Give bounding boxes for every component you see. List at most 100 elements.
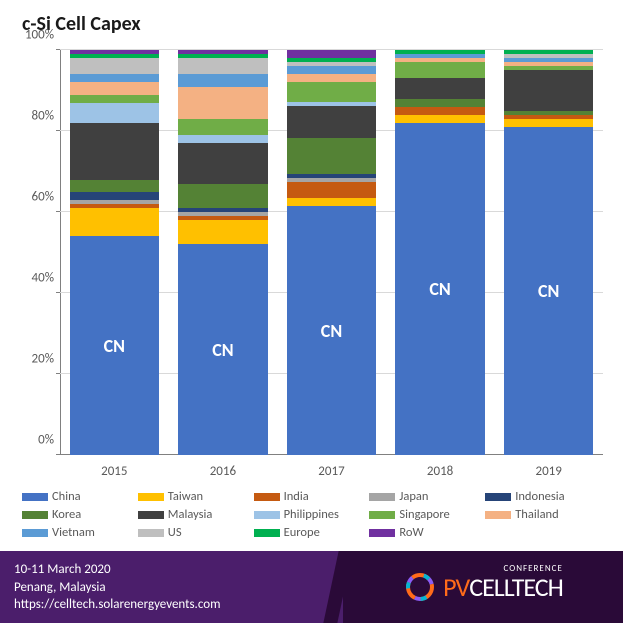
y-tick-label: 40% bbox=[32, 271, 54, 286]
legend-label: Indonesia bbox=[515, 489, 564, 504]
pvcelltech-logo: CONFERENCE PVCELLTECH bbox=[403, 570, 563, 604]
legend-item: Japan bbox=[369, 489, 485, 504]
bar-segment bbox=[178, 74, 268, 86]
legend-swatch bbox=[254, 511, 280, 519]
legend-item: Taiwan bbox=[138, 489, 254, 504]
bar-segment bbox=[287, 82, 377, 102]
bar-segment: CN bbox=[178, 244, 268, 455]
legend-label: Europe bbox=[284, 525, 320, 540]
bar-column: CN bbox=[287, 50, 377, 455]
bar-segment: CN bbox=[395, 123, 485, 455]
legend-item: Indonesia bbox=[485, 489, 601, 504]
legend-swatch bbox=[254, 493, 280, 501]
legend-label: Taiwan bbox=[168, 489, 203, 504]
bar-segment bbox=[504, 111, 594, 115]
legend-swatch bbox=[138, 493, 164, 501]
legend-swatch bbox=[22, 529, 48, 537]
cn-label: CN bbox=[429, 278, 450, 300]
bar-segment bbox=[70, 192, 160, 200]
chart-title: c-Si Cell Capex bbox=[0, 0, 623, 40]
bar-segment bbox=[178, 208, 268, 212]
logo-celltech-text: CELLTECH bbox=[469, 571, 563, 603]
bar-segment bbox=[70, 180, 160, 192]
bar-segment bbox=[70, 54, 160, 58]
legend-item: Europe bbox=[254, 525, 370, 540]
legend-item: India bbox=[254, 489, 370, 504]
bar-segment bbox=[178, 58, 268, 74]
legend-label: Korea bbox=[52, 507, 81, 522]
bar-segment bbox=[70, 200, 160, 204]
legend-item: US bbox=[138, 525, 254, 540]
bar-segment bbox=[395, 50, 485, 54]
bar-segment bbox=[70, 208, 160, 236]
legend-swatch bbox=[485, 493, 511, 501]
legend-item: Philippines bbox=[254, 507, 370, 522]
cn-label: CN bbox=[212, 339, 233, 361]
bars-container: CN CN CN CN CN bbox=[60, 50, 603, 455]
bar-segment bbox=[178, 119, 268, 135]
bar-segment bbox=[178, 50, 268, 54]
x-axis-labels: 2015 2016 2017 2018 2019 bbox=[60, 464, 603, 479]
legend-swatch bbox=[22, 511, 48, 519]
bar-segment bbox=[287, 178, 377, 182]
cn-label: CN bbox=[104, 335, 125, 357]
bar-segment bbox=[287, 182, 377, 198]
bar-segment bbox=[70, 50, 160, 54]
bar-segment bbox=[70, 58, 160, 74]
legend-swatch bbox=[485, 511, 511, 519]
bar-segment bbox=[287, 50, 377, 58]
bar-segment bbox=[395, 54, 485, 58]
cn-label: CN bbox=[538, 280, 559, 302]
y-tick-label: 20% bbox=[32, 352, 54, 367]
bar-segment bbox=[504, 62, 594, 66]
bar-segment bbox=[70, 82, 160, 94]
legend-label: RoW bbox=[399, 525, 423, 540]
bar-segment bbox=[70, 74, 160, 82]
bar-segment bbox=[504, 115, 594, 119]
legend-label: Vietnam bbox=[52, 525, 95, 540]
bar-segment: CN bbox=[504, 127, 594, 455]
legend-item: Thailand bbox=[485, 507, 601, 522]
x-tick-label: 2015 bbox=[70, 464, 160, 479]
legend-label: Singapore bbox=[399, 507, 449, 522]
footer: 10-11 March 2020 Penang, Malaysia https:… bbox=[0, 551, 623, 623]
cn-label: CN bbox=[321, 320, 342, 342]
bar-segment bbox=[287, 174, 377, 178]
legend-label: US bbox=[168, 525, 182, 540]
chart-area: 0% 20% 40% 60% 80% 100% CN CN CN CN CN 2015 … bbox=[0, 40, 623, 483]
logo-text: CONFERENCE PVCELLTECH bbox=[443, 571, 563, 603]
x-tick-label: 2018 bbox=[395, 464, 485, 479]
bar-segment bbox=[287, 66, 377, 74]
y-tick-label: 0% bbox=[38, 433, 54, 448]
bar-segment bbox=[504, 66, 594, 70]
bar-column: CN bbox=[70, 50, 160, 455]
legend-swatch bbox=[138, 529, 164, 537]
y-tick-label: 100% bbox=[25, 28, 54, 43]
legend-swatch bbox=[369, 493, 395, 501]
bar-segment bbox=[70, 95, 160, 103]
legend-label: Philippines bbox=[284, 507, 339, 522]
legend-item: China bbox=[22, 489, 138, 504]
y-axis: 0% 20% 40% 60% 80% 100% bbox=[18, 50, 58, 455]
bar-segment bbox=[504, 119, 594, 127]
legend-item: Korea bbox=[22, 507, 138, 522]
bar-segment bbox=[287, 102, 377, 106]
y-tick-label: 80% bbox=[32, 109, 54, 124]
bar-column: CN bbox=[504, 50, 594, 455]
x-tick-label: 2016 bbox=[178, 464, 268, 479]
bar-column: CN bbox=[178, 50, 268, 455]
bar-segment bbox=[70, 103, 160, 123]
bar-segment bbox=[395, 58, 485, 62]
legend-swatch bbox=[138, 511, 164, 519]
legend-label: India bbox=[284, 489, 309, 504]
footer-logo-area: CONFERENCE PVCELLTECH bbox=[343, 551, 623, 623]
bar-segment bbox=[504, 50, 594, 54]
event-url: https://celltech.solarenergyevents.com bbox=[14, 596, 343, 614]
legend-swatch bbox=[369, 511, 395, 519]
legend-swatch bbox=[22, 493, 48, 501]
bar-segment bbox=[287, 106, 377, 138]
bar-segment bbox=[178, 216, 268, 220]
legend-item: Singapore bbox=[369, 507, 485, 522]
footer-info: 10-11 March 2020 Penang, Malaysia https:… bbox=[0, 551, 343, 623]
legend-item: Malaysia bbox=[138, 507, 254, 522]
